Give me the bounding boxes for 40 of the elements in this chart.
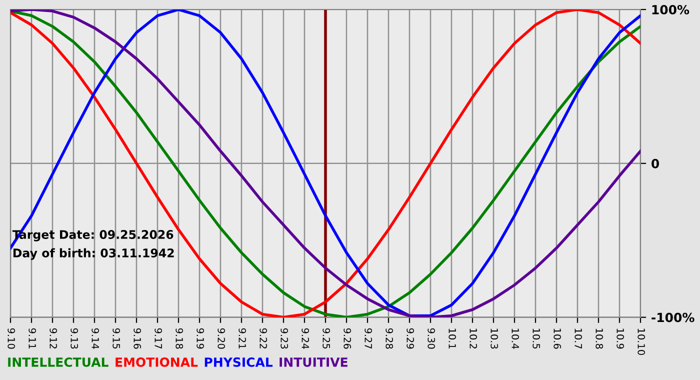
x-tick-label: 9.20: [218, 328, 226, 349]
x-tick-label: 10.5: [532, 328, 540, 349]
x-tick-label: 10.8: [596, 328, 604, 349]
x-tick-label: 9.25: [322, 328, 330, 349]
text: PHYSICAL: [204, 357, 273, 367]
text: EMOTIONAL: [116, 357, 198, 367]
x-tick-label: 10.10: [638, 328, 646, 355]
x-tick-label: 10.1: [448, 328, 456, 348]
x-tick-label: 9.12: [50, 328, 58, 348]
x-tick-label: 9.13: [70, 328, 78, 349]
text: INTELLECTUAL: [8, 357, 108, 367]
line-series: [10, 10, 640, 318]
x-tick-label: 9.28: [386, 328, 394, 349]
x-tick-label: 10.2: [470, 328, 478, 348]
x-tick-label: 10.7: [574, 328, 582, 349]
text: INTUITIVE: [280, 358, 348, 367]
y-tick-label: 100%: [652, 4, 690, 14]
x-tick-label: 9.10: [8, 328, 16, 349]
x-tick-label: 9.24: [302, 328, 310, 349]
y-tick-label: -100%: [652, 312, 694, 322]
x-tick-label: 10.6: [554, 328, 562, 349]
x-tick-label: 10.4: [512, 328, 520, 349]
x-tick-label: 10.3: [490, 328, 498, 349]
x-tick-label: 9.30: [428, 328, 436, 349]
x-tick-label: 9.22: [260, 328, 268, 348]
x-tick-label: 9.23: [280, 328, 288, 349]
x-tick-label: 9.11: [28, 328, 36, 348]
x-tick-label: 9.16: [134, 328, 142, 349]
x-tick-label: 9.27: [364, 328, 372, 349]
x-tick-label: 9.17: [154, 328, 162, 349]
x-tick-label: 9.18: [176, 328, 184, 349]
x-tick-label: 10.9: [616, 328, 624, 349]
x-tick-label: 9.14: [92, 328, 100, 349]
x-tick-label: 9.19: [196, 328, 204, 349]
x-tick-label: 9.26: [344, 328, 352, 349]
x-tick-label: 9.29: [406, 328, 414, 349]
x-tick-label: 9.21: [238, 328, 246, 348]
x-tick-label: 9.15: [112, 328, 120, 349]
annotation: Day of birth: 03.11.1942: [13, 248, 174, 260]
y-tick-label: 0: [652, 158, 660, 168]
